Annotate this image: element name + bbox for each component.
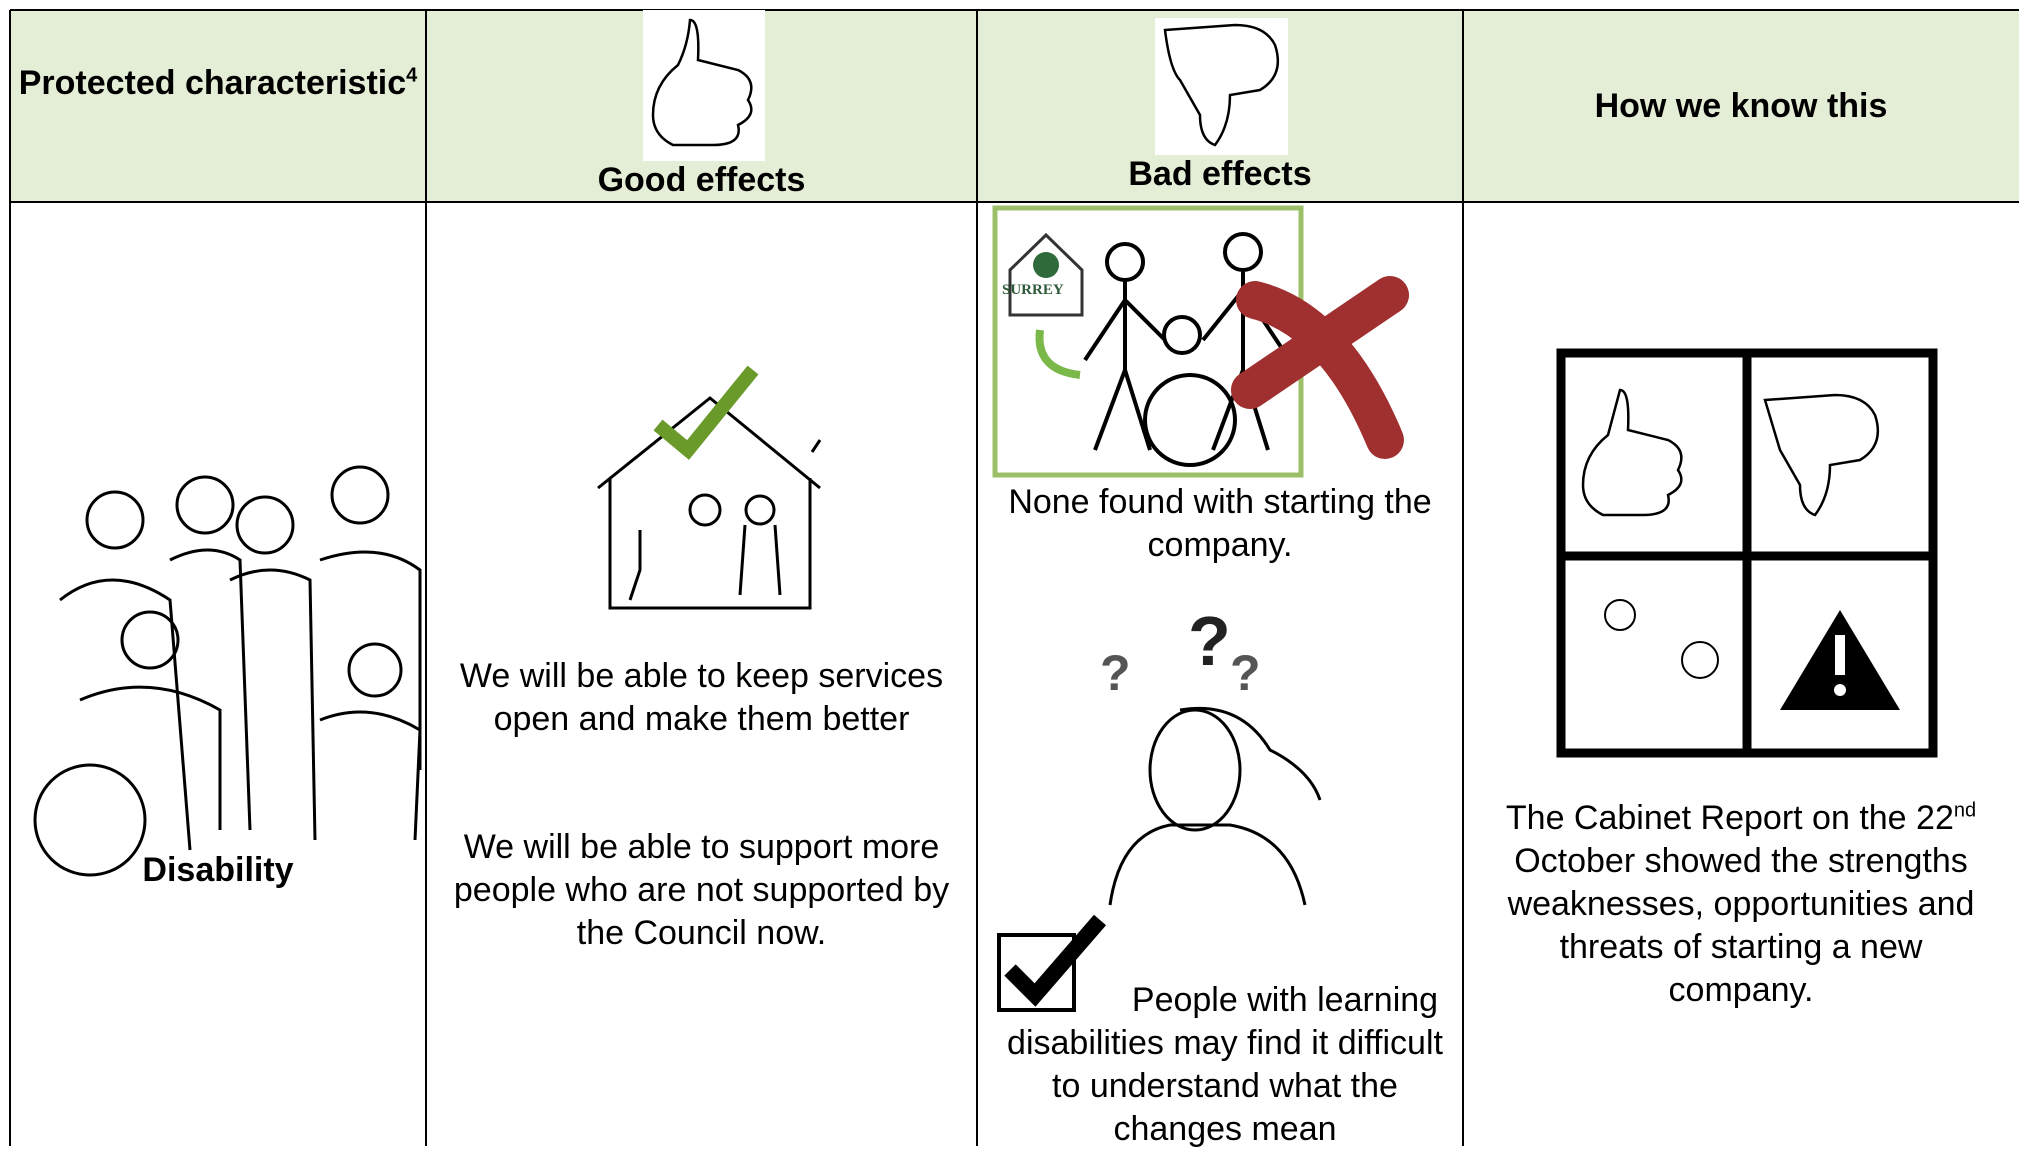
good-effect-2: We will be able to support more people w… (453, 828, 950, 952)
how-text: The Cabinet Report on the 22nd October s… (1505, 799, 1977, 1009)
footnote-ref: 4 (406, 64, 418, 87)
bad-risk: People with learning disabilities may fi… (995, 915, 1455, 1151)
house-icon (597, 365, 822, 610)
header-how: How we know this (1594, 87, 1888, 125)
logo-text: SURREY (1002, 282, 1064, 298)
table-borders (9, 9, 2019, 1146)
checkbox-icon (997, 915, 1107, 1012)
swot-grid (1556, 348, 1938, 758)
surrey-logo-box (992, 205, 1409, 478)
header-bg (10, 10, 2019, 202)
bad-risk-text: People with learning disabilities may fi… (1007, 981, 1443, 1148)
people-illustration (33, 465, 422, 877)
header-good: Good effects (597, 161, 806, 199)
svg-text:?: ? (1230, 645, 1261, 701)
svg-text:?: ? (1188, 602, 1231, 680)
ordinal-suffix: nd (1953, 799, 1977, 822)
header-characteristic: Protected characteristic4 (18, 64, 418, 102)
confused-man-icon: ? ? ? (1100, 602, 1322, 906)
header-bad: Bad effects (1128, 155, 1312, 193)
thumb-down-icon (1155, 18, 1288, 155)
thumb-up-icon (643, 10, 765, 161)
good-effect-1: We will be able to keep services open an… (459, 657, 944, 738)
svg-text:?: ? (1100, 645, 1131, 701)
bad-none: None found with starting the company. (1008, 483, 1432, 564)
characteristic-cell: Disability (142, 851, 294, 889)
